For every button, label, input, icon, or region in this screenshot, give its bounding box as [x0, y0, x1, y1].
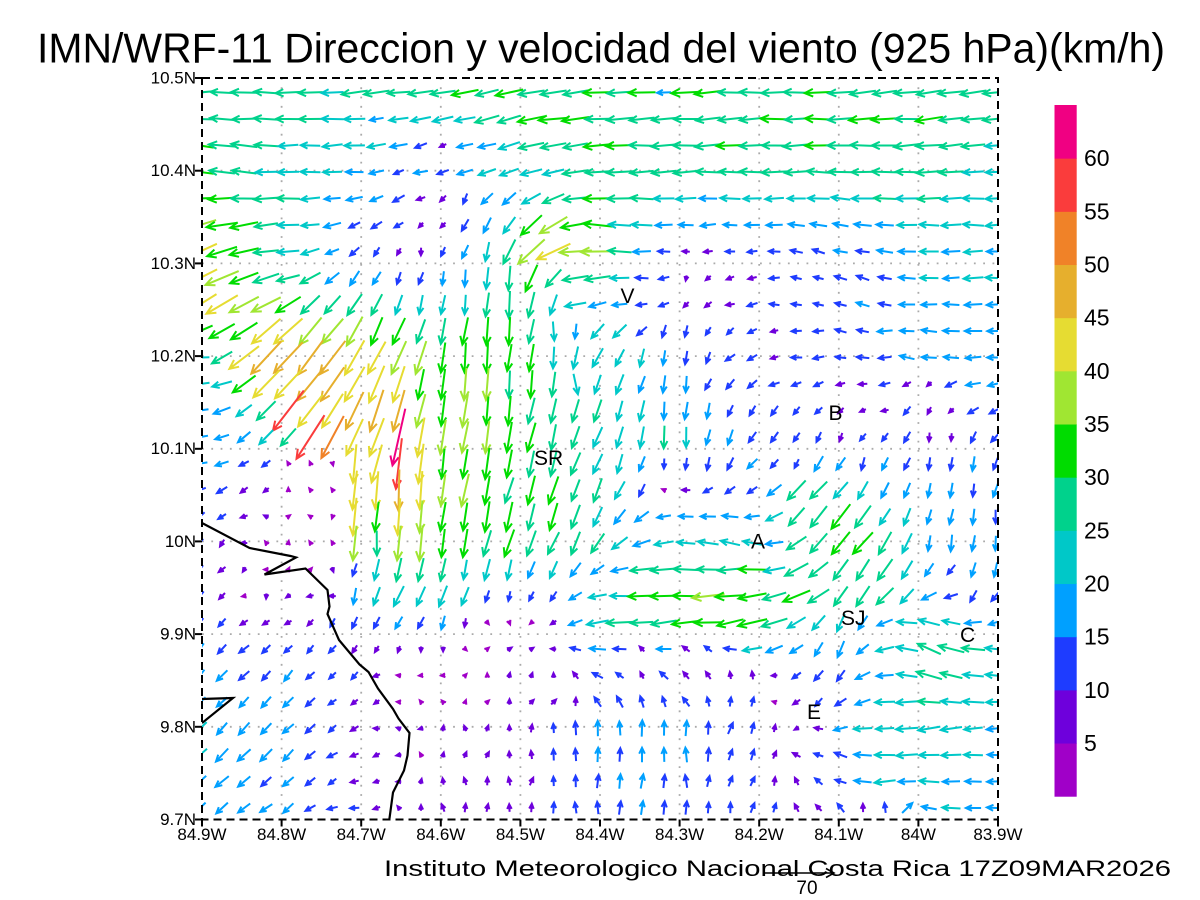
- svg-text:E: E: [807, 701, 821, 724]
- svg-text:10.2N: 10.2N: [151, 347, 196, 366]
- svg-text:84.7W: 84.7W: [337, 825, 386, 844]
- svg-text:25: 25: [1084, 517, 1110, 543]
- svg-text:30: 30: [1084, 464, 1110, 490]
- svg-text:V: V: [621, 285, 635, 308]
- svg-text:SR: SR: [534, 447, 563, 470]
- svg-text:9.7N: 9.7N: [160, 810, 196, 829]
- svg-text:C: C: [960, 624, 975, 647]
- svg-text:84.4W: 84.4W: [575, 825, 624, 844]
- svg-text:55: 55: [1084, 198, 1110, 224]
- svg-text:84.1W: 84.1W: [814, 825, 863, 844]
- svg-text:Instituto Meteorologico Nacion: Instituto Meteorologico Nacional Costa R…: [384, 856, 1171, 881]
- svg-text:84.2W: 84.2W: [735, 825, 784, 844]
- svg-text:84.5W: 84.5W: [496, 825, 545, 844]
- svg-text:84.9W: 84.9W: [177, 825, 226, 844]
- svg-text:10N: 10N: [165, 532, 196, 551]
- svg-text:10.3N: 10.3N: [151, 254, 196, 273]
- svg-text:10.5N: 10.5N: [151, 69, 196, 88]
- svg-text:SJ: SJ: [841, 607, 866, 630]
- svg-text:5: 5: [1084, 730, 1097, 756]
- svg-text:84.3W: 84.3W: [655, 825, 704, 844]
- svg-text:20: 20: [1084, 571, 1110, 597]
- svg-text:IMN/WRF-11 Direccion y velocid: IMN/WRF-11 Direccion y velocidad del vie…: [37, 25, 1165, 72]
- svg-text:60: 60: [1084, 145, 1110, 171]
- svg-text:A: A: [751, 531, 765, 554]
- svg-text:84W: 84W: [901, 825, 936, 844]
- svg-text:83.9W: 83.9W: [973, 825, 1022, 844]
- svg-text:15: 15: [1084, 624, 1110, 650]
- svg-text:10: 10: [1084, 677, 1110, 703]
- svg-text:50: 50: [1084, 252, 1110, 278]
- svg-text:10.1N: 10.1N: [151, 439, 196, 458]
- svg-text:84.8W: 84.8W: [257, 825, 306, 844]
- svg-text:B: B: [829, 402, 843, 425]
- svg-text:70: 70: [796, 878, 817, 899]
- svg-text:9.9N: 9.9N: [160, 625, 196, 644]
- svg-text:35: 35: [1084, 411, 1110, 437]
- svg-text:40: 40: [1084, 358, 1110, 384]
- svg-text:10.4N: 10.4N: [151, 161, 196, 180]
- svg-text:84.6W: 84.6W: [416, 825, 465, 844]
- svg-text:45: 45: [1084, 305, 1110, 331]
- svg-text:9.8N: 9.8N: [160, 717, 196, 736]
